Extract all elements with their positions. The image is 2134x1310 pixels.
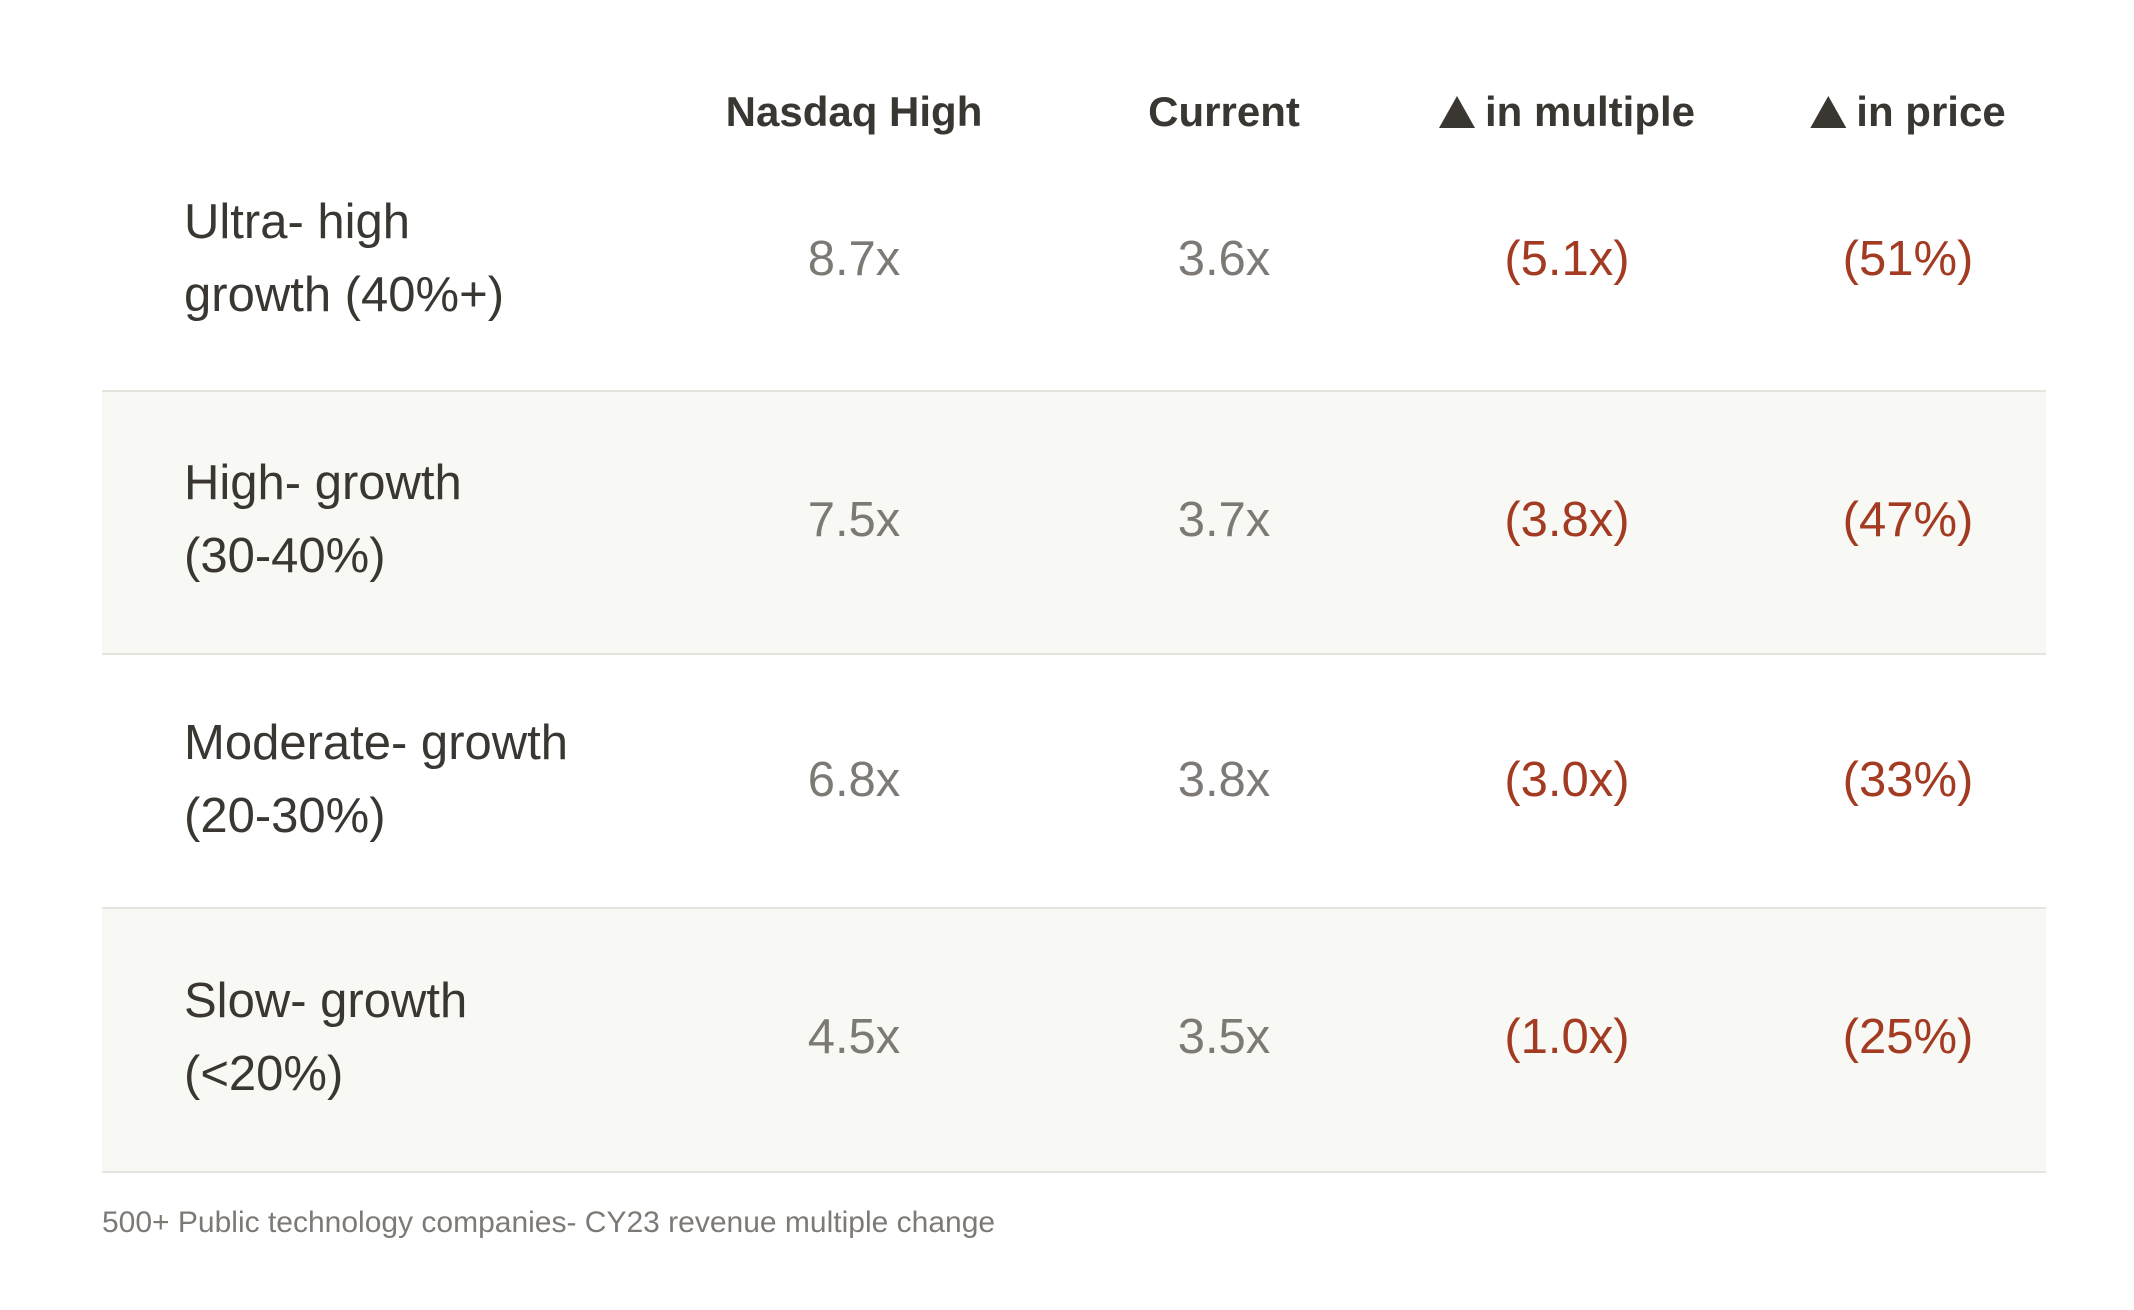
row-label-line: Slow- growth xyxy=(184,974,468,1028)
column-header-current: Current xyxy=(1148,88,1300,135)
cell-delta-multiple: (3.8x) xyxy=(1504,493,1630,547)
valuation-table: Nasdaq High Current in multiple in price… xyxy=(102,0,2046,1173)
row-label-line: (20-30%) xyxy=(184,789,386,843)
row-label: Moderate- growth (20-30%) xyxy=(184,707,568,853)
column-header-nasdaq-high: Nasdaq High xyxy=(725,88,983,135)
table-row: Ultra- high growth (40%+) 8.7x 3.6x (5.1… xyxy=(102,172,2046,392)
cell-current: 3.8x xyxy=(1177,753,1271,807)
row-label-line: Moderate- growth xyxy=(184,716,569,770)
cell-delta-price: (51%) xyxy=(1842,232,1974,286)
cell-current: 3.5x xyxy=(1177,1010,1271,1064)
footnote: 500+ Public technology companies- CY23 r… xyxy=(102,1206,996,1239)
column-header-delta-price-label: in price xyxy=(1856,88,2006,135)
row-label-line: High- growth xyxy=(184,456,462,510)
column-header-delta-multiple: in multiple xyxy=(1439,84,1695,140)
cell-delta-price: (47%) xyxy=(1842,493,1974,547)
cell-delta-multiple: (5.1x) xyxy=(1504,232,1630,286)
row-label: Slow- growth (<20%) xyxy=(184,965,467,1111)
column-header-delta-price: in price xyxy=(1810,84,2006,140)
cell-nasdaq-high: 4.5x xyxy=(807,1010,901,1064)
row-label: Ultra- high growth (40%+) xyxy=(184,186,504,332)
triangle-up-icon xyxy=(1810,96,1847,128)
cell-delta-price: (25%) xyxy=(1842,1010,1974,1064)
cell-current: 3.7x xyxy=(1177,493,1271,547)
row-label-line: (30-40%) xyxy=(184,529,386,583)
cell-nasdaq-high: 6.8x xyxy=(807,753,901,807)
column-header-delta-multiple-label: in multiple xyxy=(1485,88,1695,135)
cell-nasdaq-high: 7.5x xyxy=(807,493,901,547)
table-row: Slow- growth (<20%) 4.5x 3.5x (1.0x) (25… xyxy=(102,909,2046,1173)
cell-nasdaq-high: 8.7x xyxy=(807,232,901,286)
cell-current: 3.6x xyxy=(1177,232,1271,286)
row-label-line: (<20%) xyxy=(184,1047,344,1101)
row-label: High- growth (30-40%) xyxy=(184,447,462,593)
row-label-line: Ultra- high xyxy=(184,195,411,249)
row-label-line: growth (40%+) xyxy=(184,268,505,322)
cell-delta-multiple: (1.0x) xyxy=(1504,1010,1630,1064)
cell-delta-price: (33%) xyxy=(1842,753,1974,807)
table-header: Nasdaq High Current in multiple in price xyxy=(102,0,2046,172)
cell-delta-multiple: (3.0x) xyxy=(1504,753,1630,807)
table-row: Moderate- growth (20-30%) 6.8x 3.8x (3.0… xyxy=(102,655,2046,909)
triangle-up-icon xyxy=(1439,96,1475,128)
table-row: High- growth (30-40%) 7.5x 3.7x (3.8x) (… xyxy=(102,392,2046,655)
